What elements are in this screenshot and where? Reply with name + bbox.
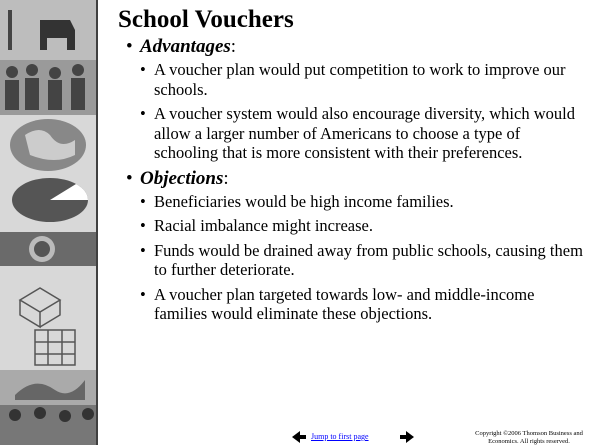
bullet-item: A voucher system would also encourage di… [132,104,586,163]
nav-arrows [292,431,306,443]
section-heading: Advantages [140,36,231,57]
section-list: Advantages: A voucher plan would put comp… [104,36,586,324]
jump-link[interactable]: Jump to first page [311,432,369,441]
decorative-strip [0,0,98,445]
bullet-item: Beneficiaries would be high income famil… [132,192,586,212]
item-list: A voucher plan would put competition to … [140,60,586,163]
copyright: Copyright ©2006 Thomson Business and Eco… [475,430,583,445]
heading-suffix: : [223,167,229,189]
next-arrow[interactable] [400,431,414,443]
section-heading: Objections [140,167,224,189]
bullet-item: A voucher plan would put competition to … [132,60,586,99]
next-arrow-icon [400,431,414,443]
bullet-item: Racial imbalance might increase. [132,216,586,236]
section: Advantages: A voucher plan would put comp… [104,36,586,163]
heading-suffix: : [230,36,237,57]
bullet-item: Funds would be drained away from public … [132,241,586,280]
slide-title: School Vouchers [118,6,294,33]
footer: Jump to first page Copyright ©2006 Thoms… [200,430,591,445]
content: School Vouchers Advantages: A voucher pla… [104,6,586,329]
bullet-item: A voucher plan targeted towards low- and… [132,285,586,324]
prev-arrow[interactable] [292,431,306,443]
section: Objections: Beneficiaries would be high i… [104,168,586,324]
item-list: Beneficiaries would be high income famil… [140,192,586,324]
